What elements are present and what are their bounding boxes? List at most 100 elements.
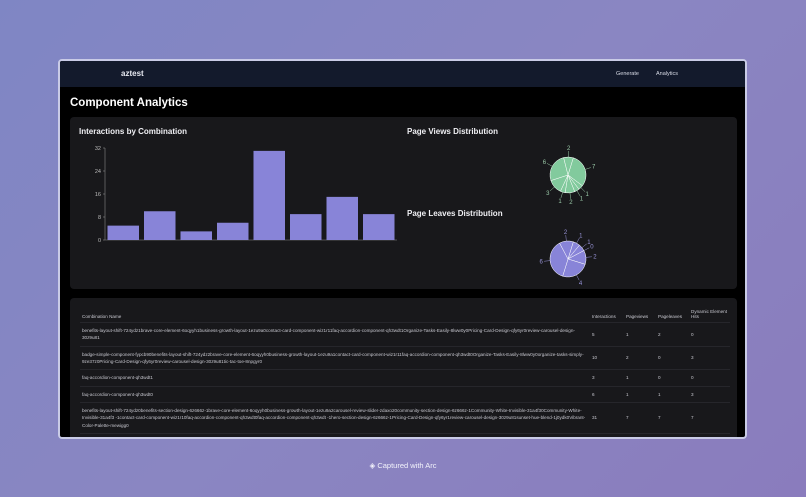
table-row: faq-accordion-component-qh3wdt1 3 1 0 0 <box>80 369 730 387</box>
cell-interactions: 10 <box>590 345 624 370</box>
cell-dynamic-hits: 0 <box>689 369 730 387</box>
pie-label-line <box>549 186 555 192</box>
pie-label: 4 <box>579 281 583 287</box>
cell-interactions: 5 <box>590 322 624 347</box>
pie-slice[interactable] <box>563 156 574 176</box>
cell-interactions: 3 <box>590 369 624 387</box>
cell-pageleaves: 1 <box>656 385 689 403</box>
bar[interactable] <box>107 225 140 240</box>
pie-label: 2 <box>567 146 571 152</box>
pie-label-line <box>580 187 586 193</box>
y-tick-label: 0 <box>98 238 101 244</box>
pie-label-line <box>576 190 581 196</box>
pie-slice[interactable] <box>549 157 569 181</box>
pie-label-line <box>576 237 580 244</box>
bar[interactable] <box>180 231 213 240</box>
table-row: benefits-layout-shift-724ydz1brave-core-… <box>80 322 730 347</box>
cell-pageleaves: 0 <box>656 369 689 387</box>
nav-generate[interactable]: Generate <box>616 71 639 77</box>
pie-label: 1 <box>579 233 583 239</box>
pie-label: 6 <box>539 259 543 265</box>
cell-pageviews: 2 <box>624 433 656 437</box>
bar[interactable] <box>144 211 176 240</box>
table-row: badge-simple-component-fypcb90benefits-l… <box>80 345 730 370</box>
nav-analytics[interactable]: Analytics <box>656 71 679 77</box>
bar-chart-title: Interactions by Combination <box>79 127 188 136</box>
pie-label: 7 <box>592 165 596 171</box>
cell-pageviews: 7 <box>624 402 656 434</box>
pageleaves-chart-title: Page Leaves Distribution <box>407 209 503 218</box>
pie-label: 1 <box>558 199 562 205</box>
pie-label-line <box>569 192 571 199</box>
pie-label: 3 <box>546 191 550 197</box>
cell-combination-name: faq-accordion-component-qh3wdt0 <box>80 385 590 403</box>
pie-label-line <box>560 192 563 199</box>
cell-interactions: 6 <box>590 385 624 403</box>
cell-dynamic-hits: 3 <box>689 385 730 403</box>
cell-dynamic-hits: 3 <box>689 345 730 370</box>
cell-interactions: 9 <box>590 433 624 437</box>
pie-label: 2 <box>593 255 597 261</box>
pie-label-line <box>581 243 587 248</box>
col-dynamic-element-hits[interactable]: Dynamic Element Hits <box>691 309 727 319</box>
y-tick-label: 8 <box>98 215 101 221</box>
pie-label-line <box>544 260 551 262</box>
col-pageviews[interactable]: Pageviews <box>626 314 649 319</box>
cell-combination-name: benefits-layout-shift-724ydz0benefits-se… <box>80 402 590 434</box>
table-card: Combination Name Interactions Pageviews … <box>70 298 737 437</box>
cell-pageleaves: 2 <box>656 433 689 437</box>
cell-dynamic-hits: 0 <box>689 322 730 347</box>
cell-interactions: 31 <box>590 402 624 434</box>
charts-card: Interactions by Combination Page Views D… <box>70 117 737 289</box>
table-row: benefits-layout-shift-724ydz0brave-core-… <box>80 433 730 437</box>
cell-pageleaves: 0 <box>656 345 689 370</box>
cell-dynamic-hits: 3 <box>689 433 730 437</box>
table-header-row: Combination Name Interactions Pageviews … <box>80 306 730 323</box>
pie-label-line <box>583 247 590 251</box>
cell-pageviews: 1 <box>624 322 656 347</box>
pie-label: 1 <box>587 240 591 246</box>
y-tick-label: 16 <box>95 192 101 198</box>
bar[interactable] <box>363 214 395 240</box>
bar[interactable] <box>217 222 249 240</box>
pie-label: 2 <box>569 200 573 206</box>
pie-label-line <box>576 274 580 281</box>
bar[interactable] <box>326 196 359 240</box>
pie-slice[interactable] <box>559 240 574 260</box>
pie-label: 1 <box>580 196 584 202</box>
navbar: aztest Generate Analytics <box>60 61 745 87</box>
cell-pageviews: 1 <box>624 369 656 387</box>
cell-pageviews: 2 <box>624 345 656 370</box>
table-row: benefits-layout-shift-724ydz0benefits-se… <box>80 402 730 434</box>
captured-with-arc: ◈ Captured with Arc <box>369 461 437 470</box>
pie-label-line <box>585 256 592 258</box>
combinations-table: Combination Name Interactions Pageviews … <box>80 306 730 437</box>
page-title: Component Analytics <box>70 97 188 109</box>
pie-label: 1 <box>586 192 590 198</box>
col-combination-name[interactable]: Combination Name <box>82 314 122 319</box>
cell-pageleaves: 2 <box>656 322 689 347</box>
pie-label-line <box>546 163 553 167</box>
pie-label: 6 <box>543 160 547 166</box>
pie-label-line <box>565 235 567 242</box>
brand-link[interactable]: aztest <box>121 69 144 78</box>
cell-pageleaves: 7 <box>656 402 689 434</box>
pageviews-chart-title: Page Views Distribution <box>407 127 498 136</box>
col-pageleaves[interactable]: Pageleaves <box>658 314 683 319</box>
cell-pageviews: 1 <box>624 385 656 403</box>
arc-logo-icon: ◈ <box>369 461 378 470</box>
bar[interactable] <box>253 150 286 240</box>
browser-window: aztest Generate Analytics Component Anal… <box>58 59 747 439</box>
col-interactions[interactable]: Interactions <box>592 314 616 319</box>
bar[interactable] <box>290 214 322 240</box>
cell-combination-name: badge-simple-component-fypcb90benefits-l… <box>80 345 590 370</box>
pie-label: 2 <box>564 230 568 236</box>
table-row: faq-accordion-component-qh3wdt0 6 1 1 3 <box>80 385 730 403</box>
pie-slice[interactable] <box>549 242 569 277</box>
pie-label-line <box>585 167 591 170</box>
y-tick-label: 24 <box>95 169 101 175</box>
pie-label: 0 <box>590 244 594 250</box>
